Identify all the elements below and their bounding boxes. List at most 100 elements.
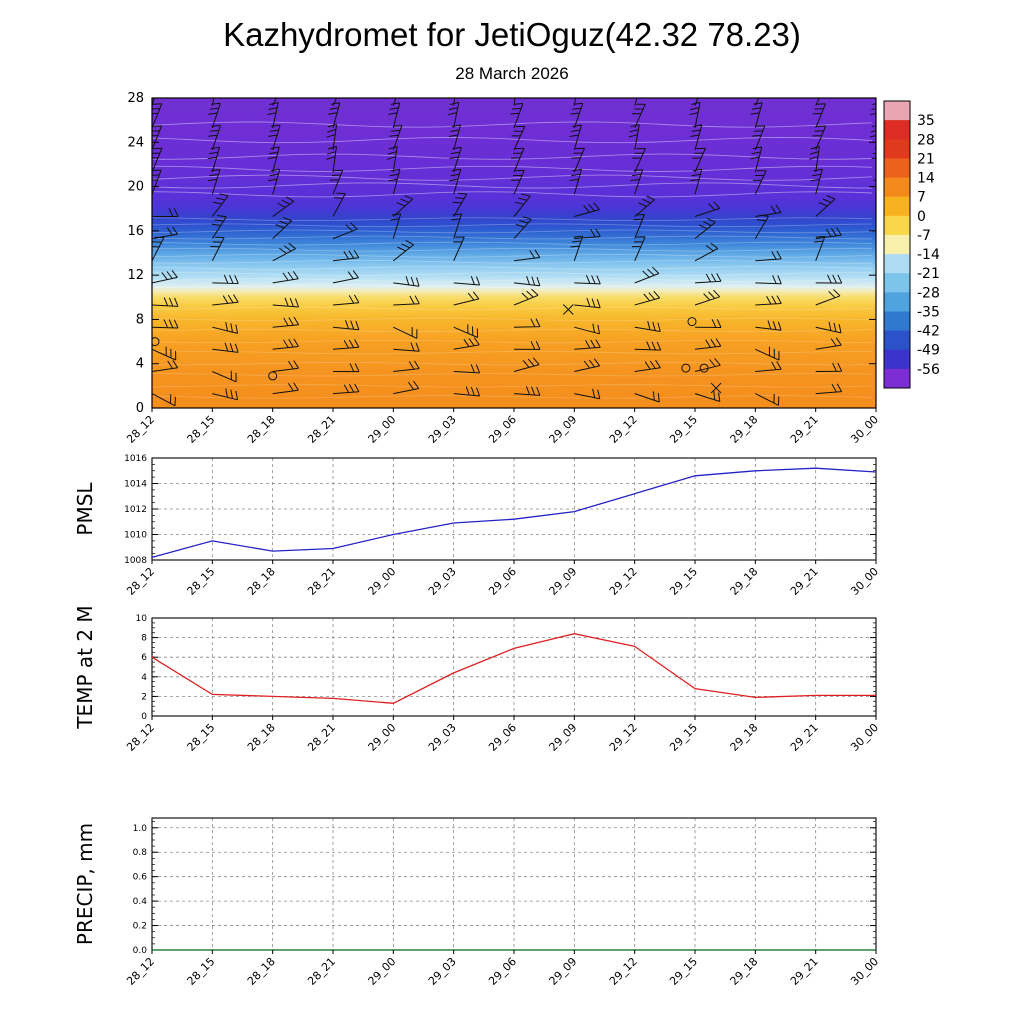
wind-barb bbox=[332, 270, 359, 284]
page-subtitle: 28 March 2026 bbox=[455, 64, 569, 83]
y-tick-label: 1.0 bbox=[133, 824, 148, 834]
contour-line bbox=[152, 272, 873, 276]
contour-line bbox=[152, 278, 873, 282]
y-tick-label: 0.8 bbox=[133, 848, 148, 858]
x-tick-label: 28_21 bbox=[305, 413, 338, 446]
x-tick-label: 28_18 bbox=[245, 955, 278, 988]
wind-barb bbox=[268, 124, 281, 151]
wind-barb bbox=[630, 169, 644, 195]
contour-line bbox=[152, 235, 873, 240]
wind-barb bbox=[152, 147, 163, 173]
calm-circle bbox=[268, 371, 278, 381]
x-tick-label: 28_21 bbox=[305, 565, 338, 598]
wind-barb bbox=[513, 340, 541, 350]
colorbar-band bbox=[884, 215, 910, 236]
wind-barb bbox=[212, 321, 239, 334]
wind-barb bbox=[332, 363, 360, 373]
wind-barb bbox=[210, 236, 225, 262]
colorbar-band bbox=[884, 368, 910, 389]
wind-barb bbox=[332, 249, 360, 262]
contour-line bbox=[152, 223, 873, 228]
wind-barb bbox=[511, 169, 525, 195]
wind-barb bbox=[815, 362, 843, 372]
y-tick-label: 20 bbox=[127, 180, 144, 195]
wind-barb bbox=[152, 208, 179, 217]
x-tick-label: 28_15 bbox=[185, 721, 218, 754]
contour-line bbox=[152, 373, 873, 377]
x-tick-label: 30_00 bbox=[848, 413, 881, 446]
wind-barb bbox=[750, 102, 763, 129]
wind-barb bbox=[453, 236, 465, 262]
x-tick-label: 29_21 bbox=[788, 413, 821, 446]
contour-line bbox=[152, 350, 873, 355]
colorbar-band bbox=[884, 254, 910, 274]
contour-line bbox=[152, 241, 873, 246]
x-tick-label: 28_18 bbox=[245, 565, 278, 598]
x-tick-label: 29_06 bbox=[486, 955, 519, 988]
contour-line bbox=[152, 191, 873, 198]
wind-barb bbox=[574, 358, 601, 372]
contour-line bbox=[152, 137, 873, 144]
wind-barb bbox=[810, 168, 823, 195]
colorbar-label: -35 bbox=[917, 305, 940, 321]
y-tick-label: 16 bbox=[127, 224, 144, 239]
colorbar-band bbox=[884, 196, 910, 217]
y-tick-label: 0.6 bbox=[133, 873, 148, 883]
y-tick-label: 1010 bbox=[124, 531, 147, 541]
wind-barb bbox=[453, 386, 481, 397]
contour-line bbox=[152, 317, 873, 321]
wind-barb bbox=[513, 249, 541, 262]
calm-circle bbox=[699, 363, 709, 373]
precip-ylabel: PRECIP, mm bbox=[73, 823, 97, 945]
colorbar-band bbox=[884, 349, 910, 370]
y-tick-label: 1008 bbox=[124, 556, 147, 566]
wind-barb bbox=[815, 195, 836, 217]
wind-barb bbox=[272, 316, 300, 328]
wind-barb bbox=[272, 338, 299, 350]
x-tick-label: 29_00 bbox=[366, 565, 399, 598]
wind-barb bbox=[569, 124, 582, 151]
contour-line bbox=[152, 217, 873, 221]
wind-cross bbox=[710, 382, 722, 394]
wind-barb bbox=[690, 168, 703, 195]
wind-barb bbox=[815, 274, 843, 284]
wind-barb bbox=[814, 236, 826, 261]
wind-barb bbox=[750, 146, 763, 173]
wind-barb bbox=[812, 103, 826, 129]
colorbar-label: 35 bbox=[917, 113, 935, 129]
wind-barb bbox=[513, 357, 540, 372]
x-tick-label: 28_15 bbox=[185, 565, 218, 598]
contour-line bbox=[152, 306, 873, 311]
wind-barb bbox=[812, 125, 827, 151]
wind-barb bbox=[388, 102, 401, 129]
contour-line bbox=[152, 284, 873, 288]
x-tick-label: 30_00 bbox=[848, 721, 881, 754]
wind-barb bbox=[211, 193, 229, 217]
contour-line bbox=[152, 153, 873, 160]
wind-barb bbox=[207, 146, 221, 173]
y-tick-label: 8 bbox=[141, 634, 147, 644]
wind-barb bbox=[694, 273, 722, 284]
wind-barb bbox=[152, 169, 162, 195]
wind-barb bbox=[272, 217, 293, 239]
wind-barb bbox=[452, 192, 468, 217]
contour-line bbox=[152, 182, 873, 189]
wind-barb bbox=[393, 326, 418, 339]
x-tick-label: 29_18 bbox=[728, 565, 761, 598]
x-tick-label: 29_00 bbox=[366, 955, 399, 988]
y-tick-label: 1014 bbox=[124, 480, 147, 490]
x-tick-label: 30_00 bbox=[848, 565, 881, 598]
x-tick-label: 29_03 bbox=[426, 955, 459, 988]
wind-barb bbox=[212, 370, 237, 383]
wind-barb bbox=[212, 388, 239, 401]
x-tick-label: 28_12 bbox=[124, 565, 157, 598]
wind-barb bbox=[393, 342, 420, 352]
y-tick-label: 4 bbox=[141, 673, 147, 683]
wind-barb bbox=[152, 103, 163, 129]
y-tick-label: 24 bbox=[127, 135, 144, 150]
wind-barb bbox=[574, 339, 601, 350]
y-tick-label: 10 bbox=[136, 614, 148, 624]
pmsl-line bbox=[151, 467, 877, 559]
